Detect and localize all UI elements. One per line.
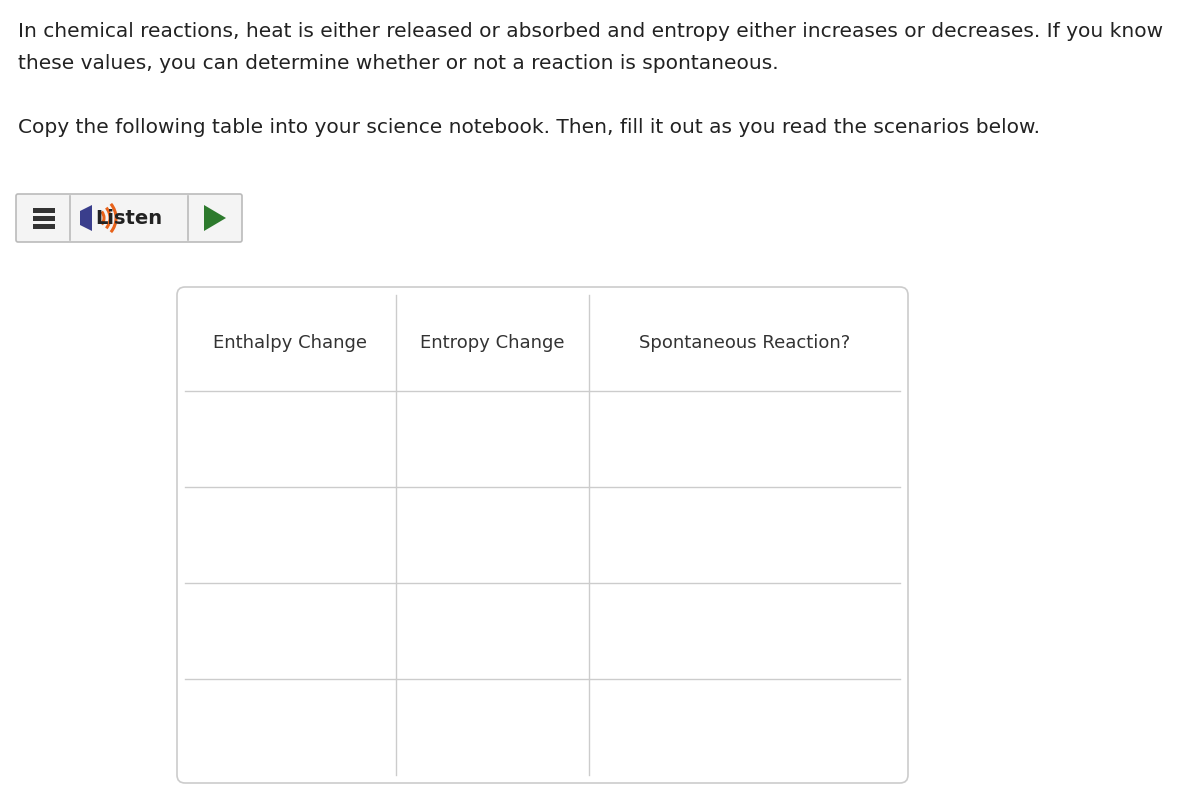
FancyBboxPatch shape bbox=[178, 287, 908, 783]
Polygon shape bbox=[80, 205, 92, 231]
FancyBboxPatch shape bbox=[34, 207, 55, 213]
Text: Spontaneous Reaction?: Spontaneous Reaction? bbox=[638, 334, 850, 352]
Text: these values, you can determine whether or not a reaction is spontaneous.: these values, you can determine whether … bbox=[18, 54, 779, 73]
Text: Copy the following table into your science notebook. Then, fill it out as you re: Copy the following table into your scien… bbox=[18, 118, 1040, 137]
FancyBboxPatch shape bbox=[34, 215, 55, 221]
Polygon shape bbox=[204, 205, 226, 231]
FancyBboxPatch shape bbox=[16, 194, 242, 242]
Text: Enthalpy Change: Enthalpy Change bbox=[214, 334, 367, 352]
FancyBboxPatch shape bbox=[34, 223, 55, 229]
Text: Listen: Listen bbox=[96, 209, 162, 227]
Text: In chemical reactions, heat is either released or absorbed and entropy either in: In chemical reactions, heat is either re… bbox=[18, 22, 1163, 41]
Text: Entropy Change: Entropy Change bbox=[420, 334, 565, 352]
